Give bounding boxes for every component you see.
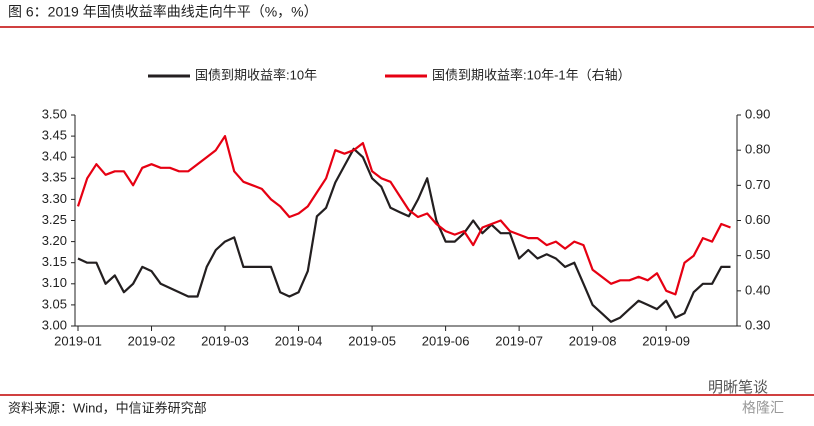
- y2-tick-label: 0.70: [745, 177, 770, 192]
- series-line: [77, 147, 731, 323]
- y-tick-label: 3.10: [42, 275, 67, 290]
- y-tick-label: 3.25: [42, 212, 67, 227]
- y-tick-label: 3.50: [42, 106, 67, 121]
- y2-tick-label: 0.80: [745, 142, 770, 157]
- x-tick-label: 2019-06: [422, 333, 470, 348]
- x-tick-label: 2019-03: [201, 333, 249, 348]
- y2-tick-label: 0.30: [745, 317, 770, 332]
- x-tick-label: 2019-04: [275, 333, 323, 348]
- chart-title: 图 6：2019 年国债收益率曲线走向牛平（%，%）: [8, 4, 318, 20]
- y-tick-label: 3.00: [42, 317, 67, 332]
- series-line: [76, 135, 731, 296]
- legend-label: 国债到期收益率:10年-1年（右轴）: [432, 67, 631, 82]
- y-tick-label: 3.40: [42, 149, 67, 164]
- y-tick-label: 3.45: [42, 128, 67, 143]
- y2-tick-label: 0.50: [745, 247, 770, 262]
- legend-label: 国债到期收益率:10年: [195, 67, 317, 82]
- watermark: 格隆汇: [742, 400, 784, 416]
- x-tick-label: 2019-01: [54, 333, 102, 348]
- x-tick-label: 2019-02: [128, 333, 176, 348]
- watermark: 明晰笔谈: [708, 379, 768, 396]
- source-note: 资料来源：Wind，中信证券研究部: [8, 400, 207, 415]
- y-tick-label: 3.20: [42, 233, 67, 248]
- x-tick-label: 2019-08: [569, 333, 617, 348]
- y-tick-label: 3.30: [42, 191, 67, 206]
- x-tick-label: 2019-07: [495, 333, 543, 348]
- y-tick-label: 3.35: [42, 170, 67, 185]
- x-tick-label: 2019-05: [348, 333, 396, 348]
- y-tick-label: 3.15: [42, 254, 67, 269]
- x-tick-label: 2019-09: [642, 333, 690, 348]
- y2-tick-label: 0.90: [745, 106, 770, 121]
- y2-tick-label: 0.40: [745, 282, 770, 297]
- y-tick-label: 3.05: [42, 296, 67, 311]
- y2-tick-label: 0.60: [745, 212, 770, 227]
